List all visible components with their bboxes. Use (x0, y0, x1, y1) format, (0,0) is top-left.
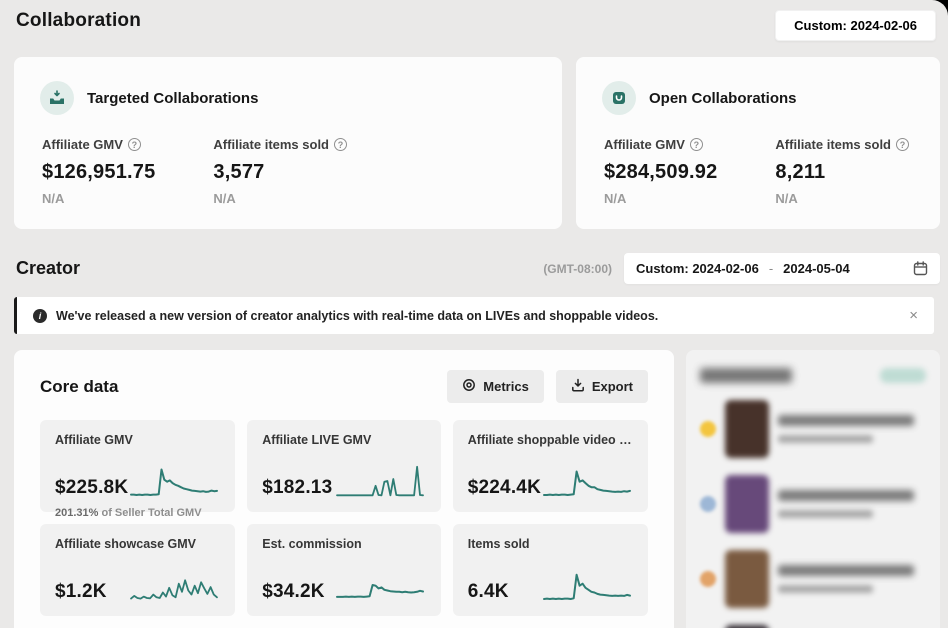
range-end: 2024-05-04 (783, 261, 850, 276)
video-thumbnail (725, 475, 769, 533)
tile-value: $182.13 (262, 477, 333, 498)
metrics-gear-icon (462, 378, 476, 395)
video-thumbnail (725, 400, 769, 458)
ranking-row[interactable] (700, 625, 926, 628)
blurred-text-line (778, 435, 873, 443)
close-icon[interactable]: × (909, 307, 918, 324)
card-title: Open Collaborations (649, 89, 797, 107)
tile-affiliate-gmv[interactable]: Affiliate GMV $225.8K 201.31% of Seller … (40, 420, 236, 519)
stat-value: $284,509.92 (604, 161, 718, 183)
sparkline-chart (543, 573, 631, 600)
help-icon[interactable]: ? (689, 138, 703, 151)
blurred-text-line (778, 510, 873, 518)
export-button[interactable]: Export (555, 370, 648, 403)
ranking-row[interactable] (700, 475, 926, 533)
tile-affiliate-showcase-gmv[interactable]: Affiliate showcase GMV $1.2K (40, 524, 236, 616)
rank-medal (700, 571, 716, 587)
open-collaborations-card: Open Collaborations Affiliate GMV? $284,… (576, 57, 940, 229)
creator-title: Creator (16, 258, 81, 278)
creator-header: Creator (GMT-08:00) Custom: 2024-02-06 -… (16, 253, 940, 284)
collaboration-date-button[interactable]: Custom: 2024-02-06 (775, 10, 936, 41)
download-icon (571, 378, 585, 395)
sparkline-chart (543, 470, 631, 496)
sparkline-chart (335, 584, 424, 598)
stat-sub: N/A (213, 191, 236, 206)
tile-value: $225.8K (55, 477, 129, 498)
metrics-button[interactable]: Metrics (447, 370, 544, 403)
tile-items-sold[interactable]: Items sold 6.4K (452, 524, 648, 616)
blurred-text-line (778, 415, 915, 426)
info-icon: i (33, 308, 47, 323)
stat-sub: N/A (42, 191, 65, 206)
ranking-row[interactable] (700, 550, 926, 608)
tile-footnote: 201.31% of Seller Total GMV (55, 507, 202, 519)
shopping-bag-icon (602, 81, 636, 115)
stat-sub: N/A (775, 191, 798, 206)
inbox-arrow-icon (40, 81, 74, 115)
collaboration-cards: Targeted Collaborations Affiliate GMV? $… (14, 57, 940, 229)
blurred-text-line (778, 585, 873, 593)
range-start: Custom: 2024-02-06 (636, 261, 759, 276)
stat-sub: N/A (604, 191, 627, 206)
tile-affiliate-shoppable-video[interactable]: Affiliate shoppable video … $224.4K (452, 420, 648, 512)
tile-value: 6.4K (467, 581, 509, 602)
video-ranking-panel (686, 350, 940, 628)
notice-banner: i We've released a new version of creato… (14, 297, 934, 334)
blurred-text-line (778, 565, 915, 576)
sparkline-chart (335, 465, 424, 497)
stat-value: 3,577 (213, 161, 265, 183)
stat-affiliate-gmv: Affiliate GMV? $284,509.92 N/A (604, 137, 718, 206)
video-thumbnail (725, 550, 769, 608)
timezone-label: (GMT-08:00) (543, 261, 612, 276)
ranking-link-blurred[interactable] (880, 368, 926, 383)
ranking-row[interactable] (700, 400, 926, 458)
date-range-picker[interactable]: Custom: 2024-02-06 - 2024-05-04 (624, 253, 940, 284)
help-icon[interactable]: ? (127, 138, 141, 151)
core-data-title: Core data (40, 376, 119, 396)
video-thumbnail (725, 625, 769, 628)
range-separator: - (768, 261, 774, 276)
rank-medal (700, 421, 716, 437)
rank-medal (700, 496, 716, 512)
core-data-panel: Core data Metrics Export Affiliate GMV (14, 350, 674, 628)
tile-est-commission[interactable]: Est. commission $34.2K (247, 524, 441, 616)
stat-affiliate-gmv: Affiliate GMV? $126,951.75 N/A (42, 137, 156, 206)
calendar-icon (913, 261, 928, 276)
stat-affiliate-items-sold: Affiliate items sold? 3,577 N/A (213, 137, 347, 206)
tile-value: $34.2K (262, 581, 325, 602)
page-title: Collaboration (16, 10, 142, 31)
banner-text: We've released a new version of creator … (56, 308, 659, 323)
core-data-tiles: Affiliate GMV $225.8K 201.31% of Seller … (40, 420, 648, 616)
ranking-title-blurred (700, 368, 792, 383)
help-icon[interactable]: ? (896, 138, 909, 151)
sparkline-chart (130, 579, 219, 600)
collaboration-header: Collaboration Custom: 2024-02-06 (0, 0, 948, 41)
card-title: Targeted Collaborations (87, 89, 259, 107)
stat-value: 8,211 (775, 161, 826, 183)
tile-value: $224.4K (467, 477, 541, 498)
targeted-collaborations-card: Targeted Collaborations Affiliate GMV? $… (14, 57, 562, 229)
stat-affiliate-items-sold: Affiliate items sold? 8,211 N/A (775, 137, 909, 206)
sparkline-chart (130, 468, 219, 496)
tile-value: $1.2K (55, 581, 107, 602)
tile-affiliate-live-gmv[interactable]: Affiliate LIVE GMV $182.13 (247, 420, 441, 512)
stat-value: $126,951.75 (42, 161, 156, 183)
help-icon[interactable]: ? (334, 138, 347, 151)
blurred-text-line (778, 490, 915, 501)
